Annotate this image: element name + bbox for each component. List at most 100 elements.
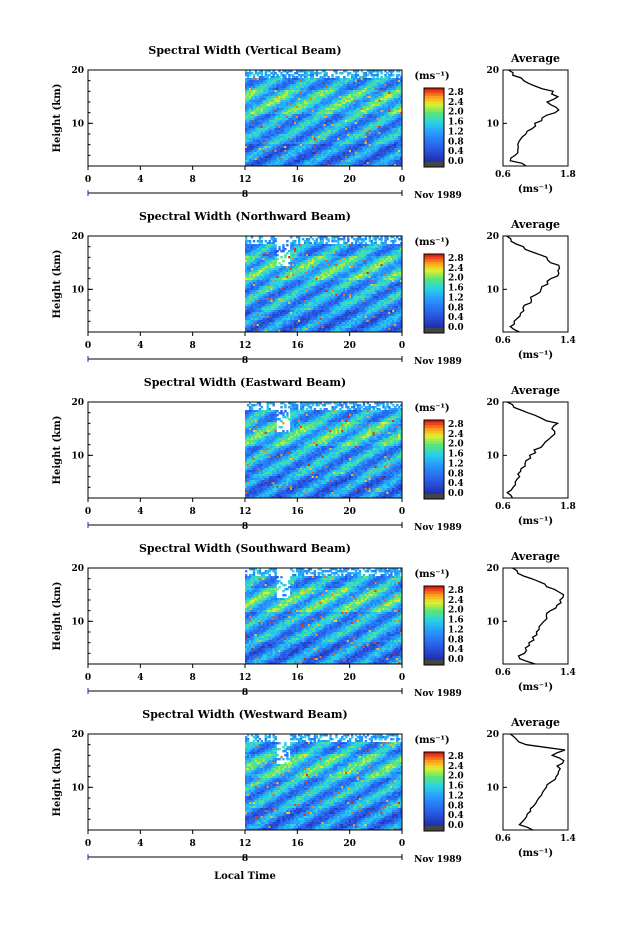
- heatmap-cell: [270, 162, 273, 165]
- heatmap-cell: [280, 264, 283, 267]
- heatmap-cell: [290, 264, 293, 267]
- heatmap-cell: [398, 244, 401, 247]
- heatmap-cell: [270, 128, 273, 131]
- heatmap-cell: [311, 162, 315, 165]
- heatmap-cell: [358, 114, 362, 117]
- heatmap-cell: [311, 86, 315, 89]
- heatmap-cell: [376, 86, 379, 89]
- heatmap-cell: [352, 100, 356, 103]
- heatmap-cell: [292, 138, 295, 141]
- heatmap-cell: [294, 80, 297, 83]
- heatmap-cell: [286, 128, 289, 131]
- heatmap-cell: [331, 116, 334, 119]
- heatmap-cell: [303, 264, 307, 267]
- heatmap-cell: [388, 94, 391, 97]
- heatmap-cell: [303, 146, 307, 149]
- heatmap-cell: [282, 78, 285, 81]
- heatmap-cell: [382, 116, 385, 119]
- heatmap-cell: [274, 80, 277, 83]
- heatmap-cell: [390, 122, 393, 125]
- heatmap-cell: [284, 268, 287, 271]
- heatmap-cell: [297, 162, 301, 165]
- heatmap-cell: [278, 102, 281, 105]
- heatmap-cell: [299, 92, 303, 95]
- heatmap-cell: [398, 142, 401, 145]
- heatmap-cell: [323, 86, 326, 89]
- heatmap-cell: [270, 76, 273, 79]
- heatmap-cell: [307, 106, 311, 109]
- heatmap-cell: [374, 250, 377, 253]
- heatmap-cell: [354, 248, 358, 251]
- heatmap-cell: [394, 256, 397, 259]
- heatmap-cell: [354, 106, 358, 109]
- heatmap-cell: [280, 100, 283, 103]
- heatmap-cell: [248, 162, 252, 165]
- heatmap-cell: [345, 78, 348, 81]
- heatmap-cell: [280, 82, 283, 85]
- colorbar-swatch: [424, 125, 444, 128]
- heatmap-cell: [297, 146, 301, 149]
- heatmap-cell: [341, 78, 344, 81]
- heatmap-cell: [288, 144, 291, 147]
- heatmap-cell: [400, 238, 403, 241]
- heatmap-cell: [400, 126, 403, 129]
- heatmap-cell: [274, 90, 277, 93]
- heatmap-cell: [356, 152, 360, 155]
- x-tick-label: 0: [85, 175, 91, 185]
- heatmap-cell: [337, 242, 340, 245]
- heatmap-cell: [245, 252, 248, 255]
- heatmap-cell: [284, 126, 287, 129]
- heatmap-cell: [374, 78, 377, 81]
- heatmap-cell: [329, 128, 332, 131]
- heatmap-cell: [254, 88, 258, 91]
- heatmap-cell: [370, 264, 373, 267]
- heatmap-cell: [384, 142, 387, 145]
- heatmap-cell: [246, 138, 250, 141]
- profile-x-tick-label: 0.6: [495, 170, 511, 180]
- heatmap-cell: [358, 124, 362, 127]
- heatmap-cell: [400, 150, 403, 153]
- heatmap-cell: [278, 112, 281, 115]
- heatmap-cell: [268, 88, 271, 91]
- heatmap-cell: [380, 82, 383, 85]
- heatmap-cell: [301, 248, 305, 251]
- heatmap-cell: [296, 160, 299, 163]
- heatmap-cell: [325, 124, 328, 127]
- heatmap-cell: [297, 264, 301, 267]
- heatmap-cell: [372, 80, 375, 83]
- day-label: 8: [242, 190, 248, 200]
- heatmap-cell: [374, 160, 377, 163]
- heatmap-cell: [292, 262, 295, 265]
- heatmap-cell: [333, 134, 336, 137]
- heatmap-cell: [350, 148, 354, 151]
- heatmap-cell: [350, 116, 354, 119]
- heatmap-cell: [372, 252, 375, 255]
- heatmap-cell: [368, 248, 371, 251]
- heatmap-cell: [382, 90, 385, 93]
- heatmap-cell: [315, 86, 319, 89]
- heatmap-cell: [258, 82, 262, 85]
- heatmap-cell: [382, 156, 385, 159]
- heatmap-cell: [284, 92, 287, 95]
- heatmap-cell: [384, 78, 387, 81]
- heatmap-cell: [282, 134, 285, 137]
- heatmap-cell: [307, 258, 311, 261]
- heatmap-cell: [388, 100, 391, 103]
- heatmap-cell: [282, 164, 285, 167]
- heatmap-cell: [343, 92, 346, 95]
- heatmap-cell: [325, 112, 328, 115]
- heatmap-cell: [349, 140, 352, 143]
- heatmap-cell: [284, 256, 287, 259]
- heatmap-cell: [372, 140, 375, 143]
- heatmap-cell: [362, 114, 366, 117]
- heatmap-cell: [276, 120, 279, 123]
- heatmap-cell: [341, 134, 344, 137]
- heatmap-cell: [352, 138, 356, 141]
- heatmap-cell: [356, 130, 360, 133]
- heatmap-cell: [278, 154, 281, 157]
- heatmap-cell: [376, 90, 379, 93]
- heatmap-cell: [354, 150, 358, 153]
- heatmap-cell: [309, 94, 313, 97]
- heatmap-cell: [299, 86, 303, 89]
- heatmap-cell: [245, 106, 248, 109]
